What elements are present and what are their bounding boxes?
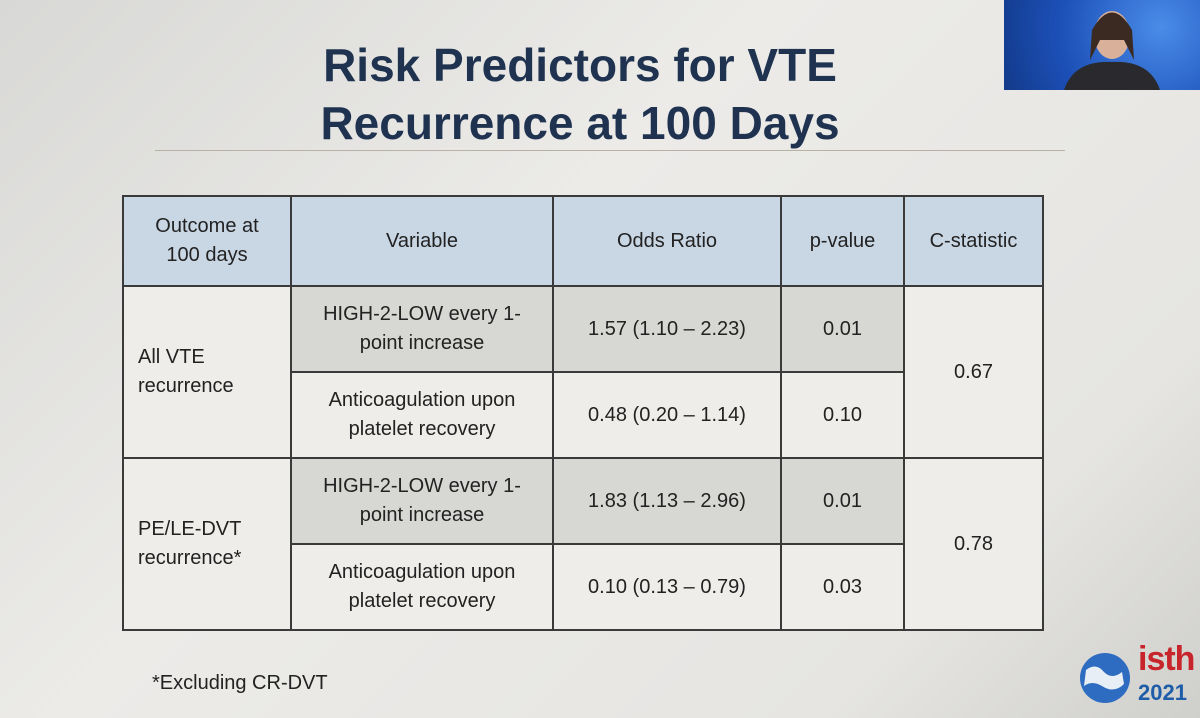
footnote: *Excluding CR-DVT <box>152 672 328 694</box>
variable-cell: HIGH-2-LOW every 1-point increase <box>290 285 554 373</box>
odds-ratio-cell: 0.48 (0.20 – 1.14) <box>552 371 782 459</box>
c-statistic-cell: 0.67 <box>903 285 1044 459</box>
variable-cell: HIGH-2-LOW every 1-point increase <box>290 457 554 545</box>
row: All VTE recurrence HIGH-2-LOW every 1-po… <box>122 285 1044 459</box>
webcam-video <box>1004 0 1200 90</box>
variable-cell: Anticoagulation upon platelet recovery <box>290 371 554 459</box>
logo-year: 2021 <box>1138 680 1187 705</box>
row: Anticoagulation upon platelet recovery 0… <box>123 543 1043 631</box>
header-cell: Variable <box>290 195 554 287</box>
outcome-cell: All VTE recurrence <box>122 285 292 459</box>
webcam-figure <box>1064 11 1160 90</box>
p-value-cell: 0.03 <box>780 543 905 631</box>
outcome-cell: PE/LE-DVT recurrence* <box>122 457 292 631</box>
logo-globe <box>1080 653 1130 703</box>
p-value-cell: 0.01 <box>780 457 905 545</box>
p-value-cell: 0.01 <box>780 285 905 373</box>
title-line: Recurrence at 100 Days <box>320 97 840 149</box>
title-line: Risk Predictors for VTE <box>323 39 837 91</box>
row: Anticoagulation upon platelet recovery 0… <box>123 371 1043 459</box>
header-cell: p-value <box>780 195 905 287</box>
row: PE/LE-DVT recurrence* HIGH-2-LOW every 1… <box>122 457 1044 631</box>
logo-name: isth <box>1138 640 1195 678</box>
variable-cell: Anticoagulation upon platelet recovery <box>290 543 554 631</box>
results-table: Outcome at 100 days Variable Odds Ratio … <box>122 195 1044 631</box>
header-row: Outcome at 100 days Variable Odds Ratio … <box>122 195 1044 287</box>
odds-ratio-cell: 1.57 (1.10 – 2.23) <box>552 285 782 373</box>
header-cell: C-statistic <box>903 195 1044 287</box>
header-cell: Odds Ratio <box>552 195 782 287</box>
divider <box>155 150 1065 151</box>
header-cell: Outcome at 100 days <box>122 195 292 287</box>
p-value-cell: 0.10 <box>780 371 905 459</box>
odds-ratio-cell: 0.10 (0.13 – 0.79) <box>552 543 782 631</box>
odds-ratio-cell: 1.83 (1.13 – 2.96) <box>552 457 782 545</box>
c-statistic-cell: 0.78 <box>903 457 1044 631</box>
